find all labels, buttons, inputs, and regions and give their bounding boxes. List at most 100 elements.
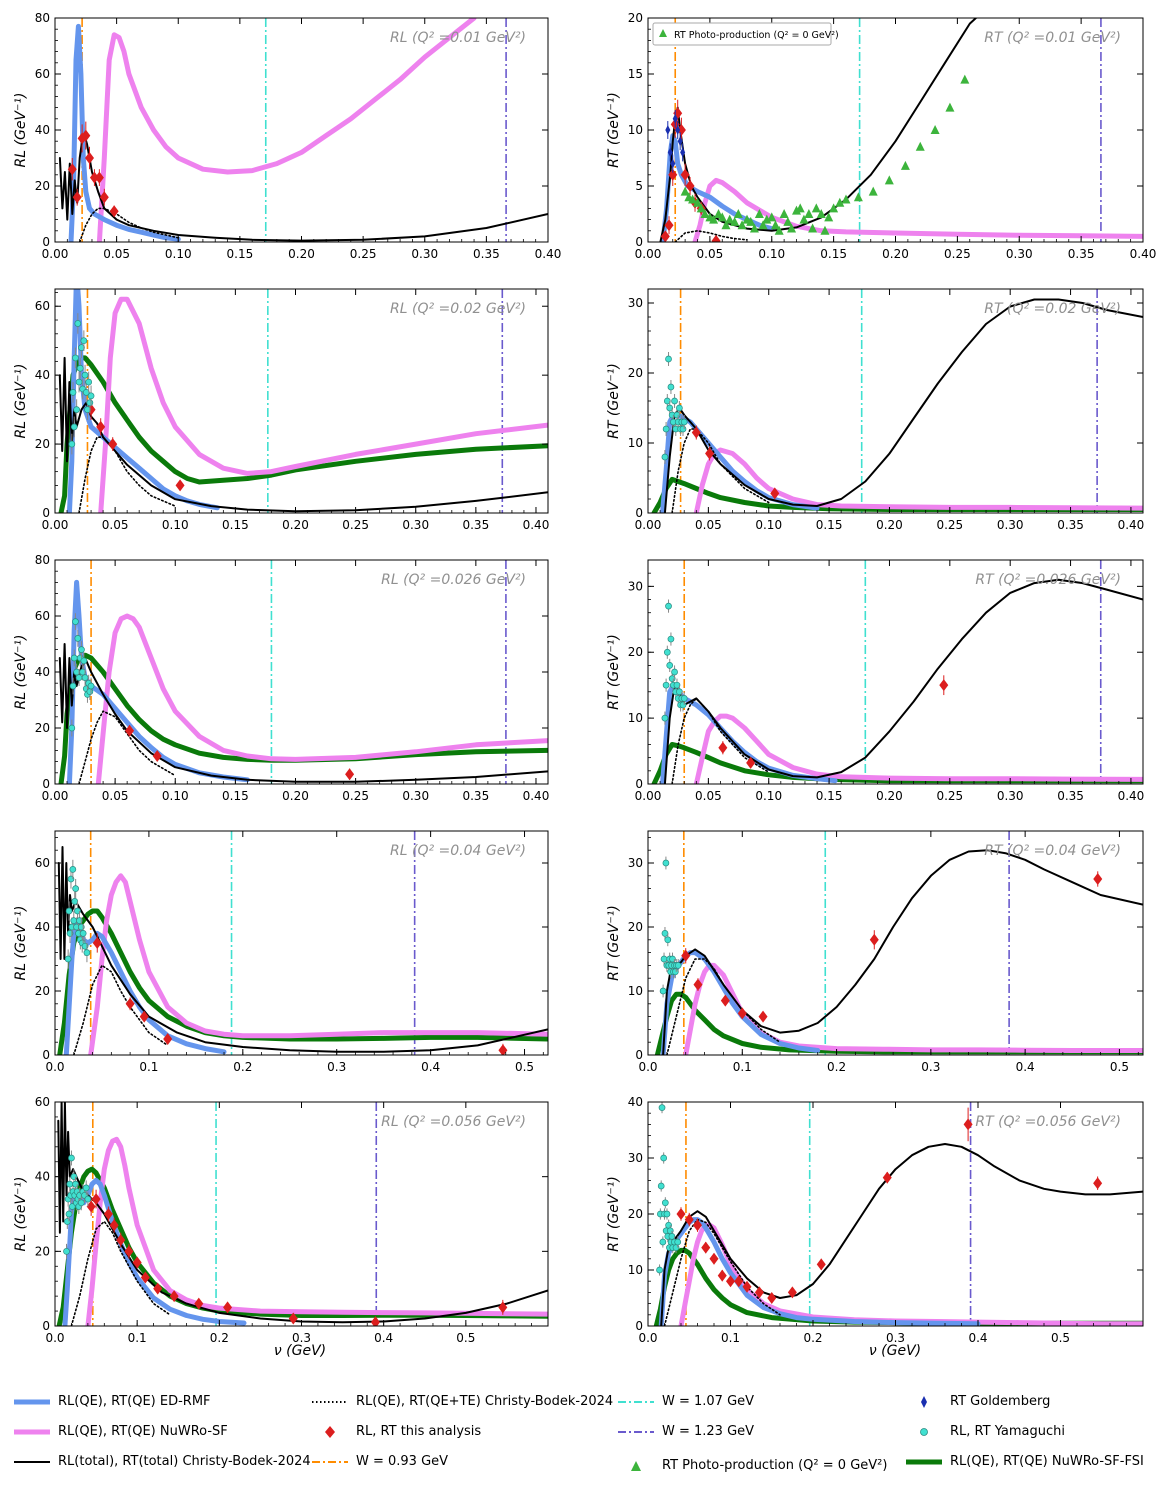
legend-item-nuwro-sf: RL(QE), RT(QE) NuWRo-SF: [14, 1424, 228, 1439]
marker-photo: [717, 212, 727, 222]
panel-annotation: RL (Q² =0.02 GeV²): [390, 301, 526, 317]
curve-christy_total: [58, 643, 548, 783]
x-tick-label: 0.00: [42, 518, 69, 532]
marker-photo: [915, 141, 925, 151]
marker-photo: [804, 209, 814, 218]
x-tick-label: 0.0: [638, 1331, 657, 1345]
plot-area: [654, 831, 1143, 1055]
panel-frame: [647, 288, 1144, 514]
marker-this-analysis: [223, 1301, 233, 1314]
marker-yamaguchi: [661, 714, 669, 722]
panel-frame: [54, 288, 549, 514]
marker-yamaguchi: [659, 987, 667, 995]
x-tick-label: 0.4: [421, 1060, 440, 1074]
curve-christy_qe_te: [78, 436, 176, 513]
y-tick-label: 0: [635, 235, 643, 249]
x-tick-label: 0.5: [515, 1060, 534, 1074]
marker-yamaguchi: [86, 688, 94, 695]
y-tick-label: 60: [35, 609, 50, 623]
marker-this-analysis: [701, 1241, 711, 1254]
marker-goldemberg: [680, 147, 686, 158]
plot-area: [57, 831, 548, 1055]
marker-this-analysis: [72, 191, 82, 204]
x-tick-label: 0.25: [342, 518, 369, 532]
marker-this-analysis: [726, 1275, 735, 1288]
y-tick-label: 0: [42, 506, 50, 520]
x-tick-label: 0.40: [1118, 789, 1145, 803]
x-tick-label: 0.30: [402, 518, 429, 532]
x-tick-label: 0.40: [535, 247, 562, 261]
marker-yamaguchi: [665, 355, 672, 363]
y-axis-label: RL (GeV⁻¹): [13, 635, 29, 710]
legend-label: RL(QE), RT(QE+TE) Christy-Bodek-2024: [356, 1394, 614, 1409]
legend-item-photo: RT Photo-production (Q² = 0 GeV²): [618, 1458, 887, 1473]
marker-yamaguchi: [680, 418, 688, 426]
marker-this-analysis: [1093, 1177, 1103, 1190]
marker-this-analysis: [85, 152, 95, 164]
marker-photo: [811, 203, 821, 213]
y-tick-label: 20: [628, 645, 643, 659]
y-axis-label: RT (GeV⁻¹): [606, 1176, 622, 1252]
legend-item-yamaguchi: RL, RT Yamaguchi: [906, 1424, 1065, 1439]
panel-frame: [647, 1101, 1144, 1327]
y-tick-label: 0: [635, 506, 643, 520]
y-tick-label: 40: [628, 1095, 643, 1109]
marker-this-analysis: [140, 1271, 150, 1284]
panel-4: 0.00 0.05 0.10 0.15 0.20 0.25 0.30 0.35 0.40 0 10 2…: [606, 288, 1144, 532]
marker-photo: [783, 216, 793, 226]
marker-this-analysis: [125, 997, 135, 1010]
curve-christy_qe_te: [78, 710, 176, 784]
y-tick-label: 20: [628, 366, 643, 380]
x-tick-label: 0.10: [755, 518, 782, 532]
marker-photo: [693, 197, 702, 207]
marker-yamaguchi: [87, 392, 95, 400]
curve-nuwro_sf: [683, 962, 1143, 1055]
marker-yamaguchi: [81, 674, 89, 681]
y-tick-label: 40: [35, 368, 50, 382]
x-tick-label: 0.4: [968, 1331, 987, 1345]
y-tick-label: 5: [635, 179, 643, 193]
x-tick-label: 0.4: [374, 1331, 393, 1345]
marker-yamaguchi: [671, 668, 678, 676]
marker-yamaguchi: [661, 1199, 669, 1207]
x-tick-label: 0.05: [695, 789, 722, 803]
plot-area: [58, 289, 548, 513]
x-axis-title-right: ν (GeV): [869, 1343, 921, 1359]
x-tick-label: 0.00: [42, 789, 69, 803]
marker-photo: [820, 225, 830, 235]
x-tick-label: 0.25: [350, 247, 377, 261]
x-tick-label: 0.2: [803, 1331, 822, 1345]
marker-yamaguchi: [83, 949, 91, 956]
marker-this-analysis: [816, 1258, 826, 1271]
x-tick-label: 0.05: [695, 518, 722, 532]
curve-fsi: [58, 355, 548, 513]
marker-goldemberg: [672, 113, 678, 124]
x-tick-label: 0.1: [139, 1060, 158, 1074]
marker-yamaguchi: [87, 682, 95, 690]
curve-christy_total: [663, 578, 1143, 784]
legend-item-christy-qe-te: RL(QE), RT(QE+TE) Christy-Bodek-2024: [312, 1394, 613, 1409]
panel-6: 0.00 0.05 0.10 0.15 0.20 0.25 0.30 0.35 0.40 0 10 2…: [606, 559, 1145, 803]
marker-yamaguchi: [79, 930, 87, 937]
marker-yamaguchi: [71, 898, 79, 905]
marker-yamaguchi: [676, 404, 683, 412]
marker-yamaguchi: [666, 662, 674, 669]
marker-yamaguchi: [666, 404, 674, 412]
y-tick-label: 10: [628, 984, 643, 998]
legend-label: RT Photo-production (Q² = 0 GeV²): [662, 1458, 888, 1473]
curve-christy_total: [662, 849, 1143, 1055]
x-tick-label: 0.00: [635, 518, 662, 532]
plot-area: [58, 18, 548, 242]
y-tick-label: 20: [628, 1207, 643, 1221]
x-tick-label: 0.0: [45, 1060, 64, 1074]
panel-annotation: RL (Q² =0.056 GeV²): [381, 1114, 526, 1130]
marker-yamaguchi: [667, 383, 675, 391]
marker-yamaguchi: [658, 1104, 666, 1111]
marker-yamaguchi: [680, 695, 688, 702]
curve-christy_qe_te: [671, 697, 770, 784]
y-tick-label: 40: [35, 123, 50, 137]
curve-christy_qe_te: [73, 964, 169, 1055]
plot-area: [58, 560, 548, 784]
y-tick-label: 0: [635, 777, 643, 791]
marker-photo: [700, 209, 710, 218]
